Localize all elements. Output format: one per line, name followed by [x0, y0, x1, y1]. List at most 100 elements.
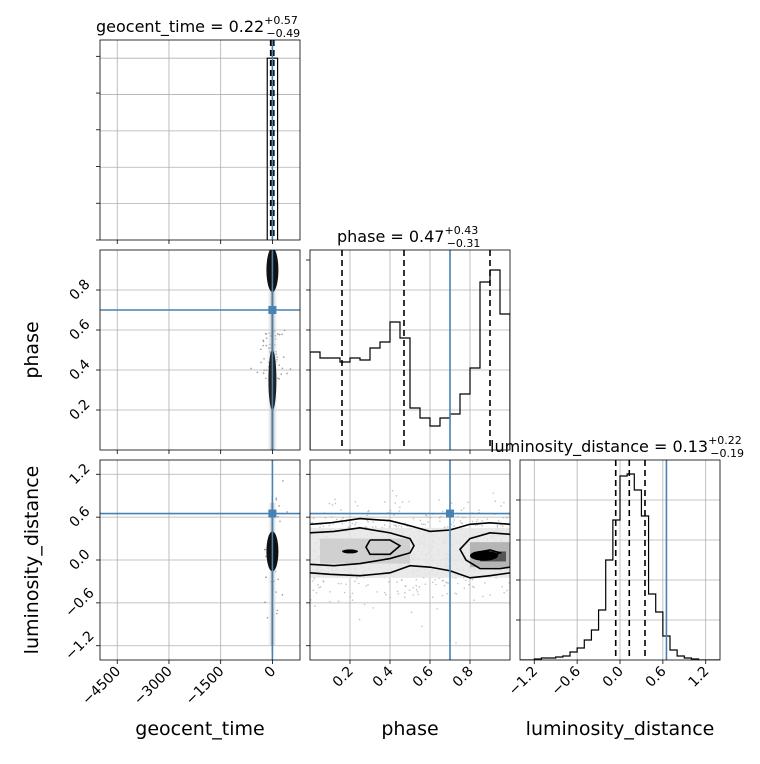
sample-point: [372, 607, 374, 609]
histogram-step: [520, 473, 720, 660]
sample-point: [345, 583, 347, 586]
sample-point: [486, 518, 489, 520]
sample-point: [275, 498, 278, 501]
contour-dense: [470, 550, 498, 561]
sample-point: [435, 583, 437, 586]
sample-point: [277, 578, 279, 581]
sample-point: [289, 368, 292, 370]
sample-point: [482, 595, 484, 598]
density-band-inner: [320, 538, 410, 564]
xlabel-geocent-time: geocent_time: [135, 718, 264, 740]
y-tick-label: 0.4: [66, 356, 93, 383]
sample-point: [403, 596, 406, 599]
sample-point: [398, 510, 401, 512]
contour-line: [310, 517, 510, 533]
sample-point: [456, 582, 459, 585]
sample-point: [417, 593, 420, 596]
sample-point: [424, 514, 427, 516]
sample-point: [275, 497, 278, 499]
sample-point: [281, 594, 284, 596]
sample-point: [427, 521, 429, 523]
sample-point: [319, 586, 322, 588]
sample-point: [455, 642, 457, 644]
sample-point: [450, 502, 453, 504]
sample-point: [286, 372, 288, 375]
sample-point: [431, 596, 434, 599]
title-geocent-time: geocent_time = 0.22+0.57 −0.49: [96, 14, 300, 40]
sample-point: [324, 516, 327, 519]
sample-point: [447, 582, 450, 584]
sample-point: [319, 526, 321, 529]
contour-line: [310, 527, 415, 567]
sample-point: [388, 581, 390, 583]
sample-point: [393, 524, 396, 526]
sample-point: [459, 520, 462, 522]
contour-dense: [342, 549, 358, 554]
sample-point: [334, 502, 337, 505]
sample-point: [415, 588, 418, 591]
sample-point: [286, 511, 288, 513]
contour-line: [365, 539, 402, 556]
sample-point: [461, 516, 464, 519]
xlabel-luminosity-distance: luminosity_distance: [526, 718, 715, 740]
sample-point: [492, 492, 495, 494]
sample-point: [393, 514, 395, 516]
sample-point: [454, 592, 456, 595]
sample-point: [471, 585, 474, 588]
panel-luminosity-distance-histogram: −1.2 −0.6 0.0 0.6 1.2: [506, 459, 721, 699]
x-tick-label: 0.0: [600, 664, 627, 691]
sample-point: [496, 524, 499, 527]
sample-point: [328, 502, 331, 505]
ylabel-phase: phase: [21, 321, 43, 378]
sample-point: [399, 506, 401, 509]
sample-point: [396, 590, 399, 593]
sample-point: [484, 582, 486, 584]
sample-point: [441, 510, 444, 513]
sample-point: [329, 590, 331, 593]
sample-point: [463, 507, 465, 510]
panel-phase-histogram: [306, 249, 511, 454]
sample-point: [394, 502, 396, 504]
truth-marker: [446, 509, 454, 518]
sample-point: [349, 524, 352, 527]
y-tick-label: 0.6: [66, 504, 93, 531]
panel-luminosity-distance-vs-phase: 0.2 0.4 0.6 0.8: [306, 459, 511, 691]
x-tick-label: −1500: [183, 664, 228, 709]
sample-point: [351, 522, 354, 525]
sample-point: [424, 583, 427, 586]
sample-point: [335, 518, 338, 521]
sample-point: [478, 509, 480, 512]
sample-point: [313, 577, 315, 580]
sample-point: [496, 526, 499, 528]
y-tick-label: 0.2: [66, 396, 93, 423]
sample-point: [395, 495, 398, 497]
sample-point: [420, 523, 423, 525]
sample-point: [481, 525, 483, 527]
sample-point: [262, 372, 265, 375]
sample-point: [303, 365, 305, 367]
sample-point: [404, 591, 406, 594]
truth-marker: [268, 306, 277, 314]
sample-point: [473, 599, 475, 601]
sample-point: [416, 590, 419, 593]
sample-point: [342, 517, 344, 519]
sample-point: [415, 584, 418, 587]
panel-luminosity-distance-vs-geocent-time: −4500 −3000 −1500 0 −1.2 −0.6 0.0 0.6 1.2: [62, 459, 301, 709]
x-tick-label: 0.8: [450, 664, 477, 691]
sample-point: [463, 587, 466, 590]
sample-point: [471, 578, 474, 581]
sample-point: [376, 591, 378, 593]
sample-point: [501, 525, 504, 528]
sample-point: [328, 524, 331, 527]
sample-point: [260, 361, 262, 364]
sample-point: [419, 519, 422, 522]
sample-point: [481, 520, 484, 522]
sample-point: [367, 520, 369, 523]
sample-point: [467, 501, 469, 504]
sample-point: [356, 577, 358, 580]
sample-point: [503, 501, 505, 504]
sample-point: [356, 505, 359, 507]
sample-point: [329, 600, 331, 603]
sample-point: [347, 526, 350, 528]
